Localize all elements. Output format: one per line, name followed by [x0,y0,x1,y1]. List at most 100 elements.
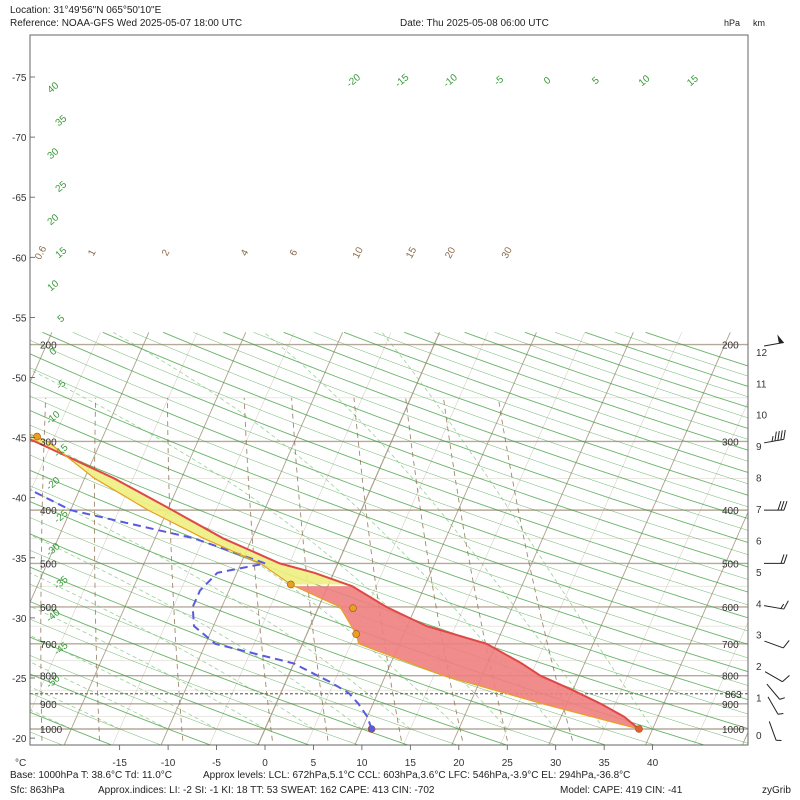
isotherm-line [112,332,295,745]
km-unit-label: km [753,18,765,28]
isotherm-line [257,332,441,745]
moist-adiabat-line [30,534,363,730]
x-tick-label: 5 [311,758,317,769]
dewpoint-profile-line [30,488,373,730]
x-tick-label: 30 [550,758,562,769]
dry-adiabat-line [162,331,748,543]
parcel-profile-line [30,433,640,730]
x-tick-label: 25 [502,758,514,769]
hpa-unit-label: hPa [724,18,741,28]
isotherm-label: 5 [590,75,602,87]
dry-adiabat-line [313,332,748,485]
plot-frame [29,34,749,746]
mixing-ratio-label: 2 [160,248,173,258]
dry-adiabat-line [30,601,410,745]
dry-adiabat-line [30,367,748,632]
left-pressure-label: 700 [40,640,57,651]
dry-adiabat-line [30,533,607,745]
left-pressure-label: 500 [40,559,57,570]
cin-area [294,586,639,729]
right-pressure-label: 500 [722,559,739,570]
isotherm-line [596,401,748,745]
isotherm-label: 0 [542,75,554,87]
moist-adiabat-line [30,369,508,730]
wind-barb [767,696,784,715]
right-pressure-label: 1000 [722,725,745,736]
marker-lcl [352,630,360,638]
mixing-ratio-label: 20 [443,245,458,260]
dry-adiabat-line [30,566,508,745]
left-pressure-label: 400 [40,506,57,517]
marker-el [33,432,41,441]
height-km-label: 7 [756,505,762,516]
dry-adiabat-label: 15 [54,245,70,261]
mixing-ratio-line [443,397,508,741]
base-conditions: Base: 1000hPa T: 38.6°C Td: 11.0°C [10,770,172,781]
height-km-label: 9 [756,442,762,453]
marker-base [635,725,643,733]
moist-adiabat-line [30,605,266,730]
dry-adiabat-line [193,332,748,531]
right-pressure-label: 900 [722,700,739,711]
dry-adiabat-line [343,331,748,473]
right-pressure-label: 800 [722,672,739,683]
x-tick-label: 20 [453,758,465,769]
isotherm-line [63,332,247,745]
wind-barb [764,554,788,564]
isotherm-label: -5 [492,74,506,88]
x-tick-label: 15 [405,758,417,769]
dry-adiabat-line [30,618,360,745]
isotherm-line [306,332,489,745]
surface-pressure-tag: 863 [725,690,742,701]
wind-barb [764,334,784,347]
mixing-ratio-label: 4 [239,248,252,258]
dry-adiabat-label: 5 [56,313,68,325]
mixing-ratio-label: 30 [500,245,515,260]
height-km-label: 10 [756,411,768,422]
dry-adiabat-line [30,424,748,686]
isotherm-line [160,332,344,745]
isotherm-line [741,731,748,745]
x-tick-label: -15 [112,758,127,769]
marker-td [367,725,376,733]
height-km-label: 11 [756,379,767,390]
dry-adiabat-label: 20 [46,212,62,228]
dry-adiabat-line [30,692,162,745]
dry-adiabat-line [30,439,748,701]
left-pressure-label: 200 [40,341,57,352]
dry-adiabat-line [30,381,748,645]
wind-barb [764,640,790,649]
wind-barb [764,429,786,444]
right-pressure-label: 600 [722,603,739,614]
height-km-label: 12 [756,348,768,359]
height-km-label: 6 [756,536,762,547]
dry-adiabat-label: -35 [52,574,70,592]
isotherm-label: 10 [637,73,653,89]
reference-label: Reference: NOAA-GFS Wed 2025-05-07 18:00… [10,18,243,29]
x-tick-label: 0 [262,758,268,769]
mixing-ratio-lines [40,397,573,741]
left-temperature-tick: -35 [12,554,27,565]
moist-adiabat-line [30,435,460,730]
valid-date-label: Date: Thu 2025-05-08 06:00 UTC [400,18,549,29]
left-temperature-tick: -20 [12,734,27,745]
dry-adiabat-line [30,454,748,715]
mixing-ratio-line [497,397,573,741]
surface-pressure: Sfc: 863hPa [10,785,65,796]
height-km-label: 4 [756,599,762,610]
left-temperature-tick: -55 [12,313,27,324]
dry-adiabat-line [102,331,748,568]
height-km-label: 1 [756,694,762,705]
x-tick-label: 10 [356,758,368,769]
mixing-ratio-line [166,397,184,741]
right-pressure-label: 700 [722,640,739,651]
marker-lfc [287,580,295,589]
left-temperature-tick: -65 [12,193,27,204]
x-tick-label: -10 [161,758,176,769]
isotherm-label: -20 [345,72,363,90]
x-tick-label: 40 [647,758,659,769]
isotherm-label: -15 [393,72,411,90]
moist-adiabat-line [381,332,653,730]
left-pressure-label: 900 [40,700,57,711]
